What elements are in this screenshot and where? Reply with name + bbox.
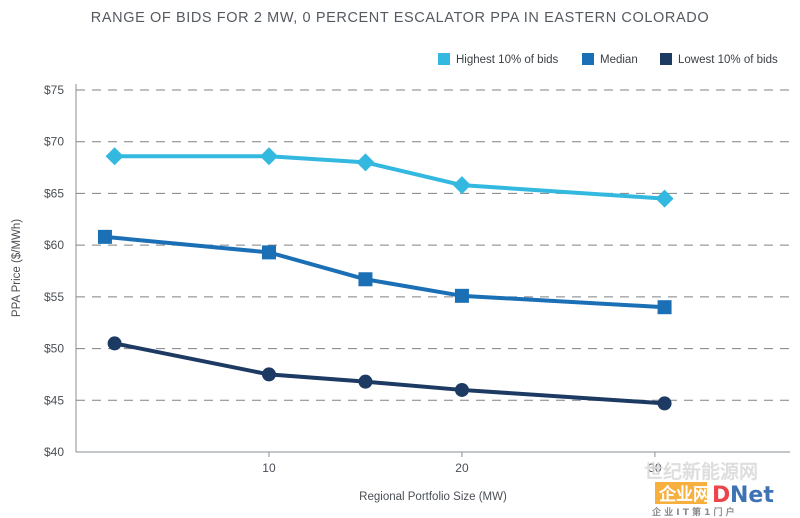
series-highest-10-of-bids [105,147,674,208]
legend: Highest 10% of bids Median Lowest 10% of b… [438,53,778,66]
series-lowest-10-of-bids [107,336,672,411]
watermark-line2-b: D [712,483,730,508]
legend-swatch [660,53,672,65]
y-tick-label: $70 [44,135,64,149]
x-tick-label: 10 [262,461,276,475]
chart-title: RANGE OF BIDS FOR 2 MW, 0 PERCENT ESCALA… [91,10,709,26]
legend-label: Median [600,54,638,66]
x-axis-label: Regional Portfolio Size (MW) [359,491,507,503]
legend-label: Highest 10% of bids [456,54,559,66]
data-point-circle [454,382,469,397]
y-tick-label: $55 [44,290,64,304]
y-axis-label: PPA Price ($/MWh) [11,219,23,317]
watermark-line2-a: 企业网 [658,484,710,505]
watermark-line3: 企 业 I T 第 1 门 户 [651,506,735,518]
watermark-line1: 世纪新能源网 [644,460,758,483]
watermark-line2-c: Net [730,483,774,508]
legend-swatch [438,53,450,65]
watermark-badge [655,482,707,504]
y-tick-label: $65 [44,186,64,200]
data-point-diamond [105,147,124,166]
x-tick-label: 20 [455,461,469,475]
data-point-circle [657,396,672,411]
data-point-square [358,272,373,287]
data-point-diamond [259,147,278,166]
series-line [114,154,665,201]
y-tick-label: $75 [44,83,64,97]
y-tick-labels: $40 $45 $50 $55 $60 $65 $70 $75 [44,83,64,459]
legend-swatch [582,53,594,65]
y-tick-label: $45 [44,393,64,407]
data-point-square [261,245,276,260]
legend-label: Lowest 10% of bids [678,54,778,66]
series-median [97,229,672,315]
data-point-diamond [655,189,674,208]
data-point-square [657,300,672,315]
watermark-logo: 世纪新能源网 企业网 D Net 企 业 I T 第 1 门 户 [644,460,774,518]
data-point-square [454,288,469,303]
y-tick-label: $50 [44,342,64,356]
data-point-diamond [452,176,471,195]
data-point-diamond [356,153,375,172]
data-point-circle [358,374,373,389]
data-point-circle [107,336,122,351]
y-tick-label: $40 [44,445,64,459]
y-tick-label: $60 [44,238,64,252]
x-tick-label: 30 [648,461,662,475]
data-point-square [97,229,112,244]
x-tick-labels: 10 20 30 [262,452,662,475]
series-layer [97,147,674,411]
data-point-circle [261,367,276,382]
series-line [114,341,665,406]
